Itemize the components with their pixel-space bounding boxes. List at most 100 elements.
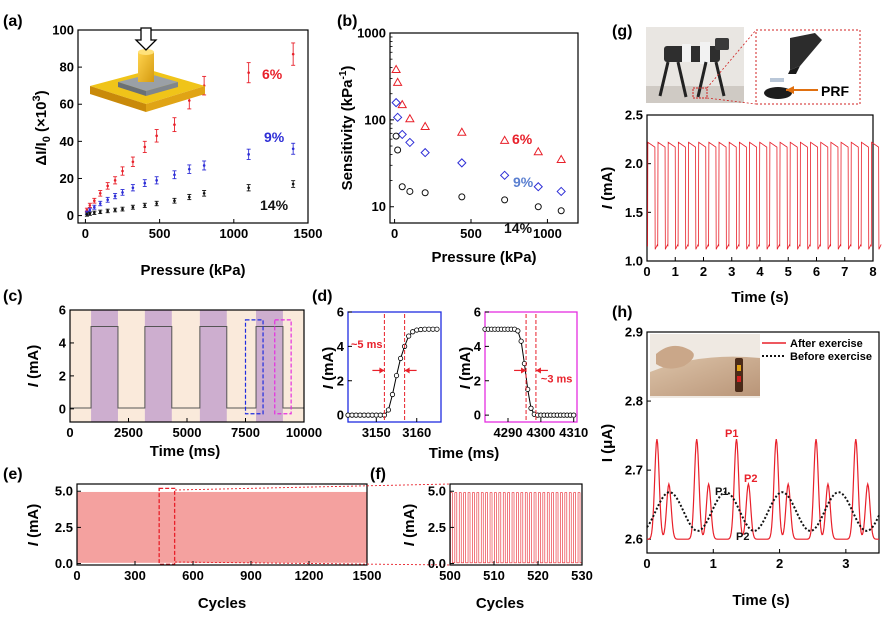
- ytick-label-g: 2.0: [625, 156, 643, 171]
- point-a-0: [121, 169, 124, 173]
- point-a-0: [155, 134, 158, 138]
- xtick-label-c: 10000: [286, 425, 322, 440]
- point-b-0: [533, 146, 544, 156]
- ylabel-g: I (mA): [599, 167, 616, 210]
- series-label-a-6: 6%: [262, 66, 283, 82]
- xtick-label-f: 520: [527, 568, 549, 583]
- point-d1: [393, 372, 400, 379]
- point-d1: [434, 326, 440, 332]
- point-a-2: [291, 182, 295, 186]
- point-d1: [397, 355, 404, 362]
- shaded-interval-c: [91, 310, 118, 422]
- ytick-label-h: 2.6: [625, 532, 643, 547]
- point-b-2: [394, 146, 402, 154]
- point-a-0: [247, 71, 250, 74]
- point-d2: [515, 328, 521, 334]
- axes-f: [449, 483, 583, 566]
- point-b-0: [392, 77, 403, 86]
- point-a-1: [113, 194, 117, 198]
- trace-h-0: [646, 438, 879, 540]
- plot-area-d2: 4290 4300 4310 0 2 4 6 ~3 ms: [474, 305, 588, 441]
- xtick-label-g: 0: [643, 264, 650, 279]
- highlight-box-c-1: [274, 319, 292, 415]
- plot-area-c: 0 2500 5000 7500 10000 0 2 4 6: [59, 303, 322, 441]
- highlight-box-c-0: [244, 319, 264, 415]
- ytick-label-a: 40: [60, 134, 74, 149]
- ytick-label-c: 2: [59, 368, 66, 383]
- xlabel-c: Time (ms): [150, 443, 221, 460]
- ytick-label-f: 5.0: [428, 484, 446, 499]
- point-d1: [385, 407, 392, 413]
- xlabel-e: Cycles: [198, 595, 246, 612]
- xtick-label-g: 5: [785, 264, 792, 279]
- arrowhead-d1: [404, 367, 410, 374]
- point-a-0: [93, 199, 96, 203]
- axes-e: [76, 483, 368, 566]
- panel-label-b: (b): [337, 13, 357, 30]
- xtick-label-h: 3: [842, 556, 849, 571]
- point-a-2: [173, 199, 176, 203]
- xtick-label-e: 900: [240, 568, 262, 583]
- point-b-2: [398, 183, 406, 191]
- xtick-label-a: 0: [82, 226, 89, 241]
- ytick-label-g: 1.5: [625, 205, 643, 220]
- panel-label-f: (f): [370, 466, 386, 483]
- photo-connector-bottom: [706, 97, 757, 105]
- annot-h-p1-red: P1: [725, 428, 738, 440]
- point-b-1: [499, 170, 510, 181]
- ylabel-d2: I (mA): [457, 347, 474, 390]
- svg-text:I (mA): I (mA): [25, 504, 42, 547]
- point-a-2: [88, 212, 92, 216]
- series-label-a-9: 9%: [264, 129, 285, 145]
- point-b-0: [556, 154, 567, 163]
- ytick-label-a: 0: [67, 208, 74, 223]
- point-b-1: [391, 97, 401, 108]
- trace-h-1: [646, 491, 880, 532]
- shaded-interval-c: [256, 310, 283, 422]
- xtick-label-c: 0: [66, 425, 73, 440]
- series-label-b-6: 6%: [512, 131, 533, 147]
- cycling-fill-e: [77, 491, 367, 563]
- ytick-label-d1: 4: [337, 339, 345, 354]
- series-label-b-9: 9%: [513, 174, 534, 190]
- svg-text:I (mA): I (mA): [457, 347, 474, 390]
- plot-area-b: 0 500 1000 10 100 1000: [357, 26, 567, 241]
- ytick-label-d2: 0: [474, 408, 481, 423]
- annot-h-p2-black: P2: [736, 531, 749, 543]
- point-b-1: [556, 186, 566, 197]
- ylabel-d1: I (mA): [320, 347, 337, 390]
- plot-area-a: 0 500 1000 1500 0 20 40 60 80 100: [52, 23, 322, 242]
- point-a-1: [187, 167, 191, 171]
- point-a-2: [93, 211, 96, 215]
- point-a-0: [173, 123, 176, 126]
- point-a-2: [202, 192, 206, 195]
- point-a-0: [131, 160, 135, 164]
- prf-label: PRF: [821, 83, 849, 99]
- panel-label-h: (h): [612, 304, 632, 321]
- device-inset-icon: [90, 27, 205, 112]
- ytick-label-d1: 0: [337, 408, 344, 423]
- ytick-label-f: 0.0: [428, 556, 446, 571]
- point-a-1: [291, 147, 295, 151]
- zoom-connector-top: [174, 483, 451, 491]
- point-a-2: [155, 202, 158, 205]
- zoom-box-e: [158, 487, 176, 565]
- xtick-label-a: 1500: [294, 226, 323, 241]
- ytick-label-e: 2.5: [55, 520, 73, 535]
- trace-d2: [485, 328, 574, 416]
- point-a-0: [88, 204, 92, 207]
- point-a-2: [106, 209, 109, 213]
- svg-text:I (mA): I (mA): [401, 504, 418, 547]
- plot-area-d1: 3150 3160 0 2 4 6 ~5 ms: [337, 305, 440, 440]
- series-label-b-14: 14%: [504, 220, 533, 236]
- svg-text:I (mA): I (mA): [25, 345, 42, 388]
- legend-h: After exercise Before exercise: [762, 338, 872, 363]
- ytick-label-a: 100: [52, 23, 74, 38]
- ytick-label-g: 2.5: [625, 108, 643, 123]
- point-d2: [528, 405, 534, 411]
- point-d1: [389, 391, 396, 398]
- point-b-1: [405, 137, 415, 148]
- xtick-label-a: 500: [149, 226, 171, 241]
- zoom-connector-bottom: [174, 561, 451, 566]
- xtick-label-e: 300: [124, 568, 146, 583]
